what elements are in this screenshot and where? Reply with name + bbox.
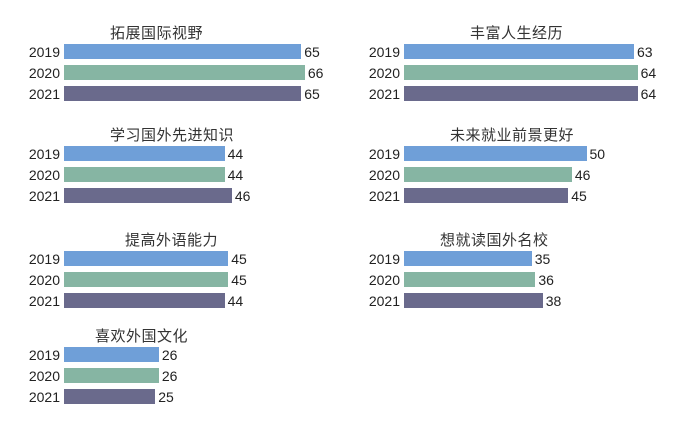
bar-2020 — [64, 65, 305, 80]
bar-2019 — [404, 146, 587, 161]
bar-2021 — [404, 293, 543, 308]
value-label: 46 — [574, 167, 591, 183]
value-label: 65 — [304, 86, 320, 102]
bar-2020 — [64, 167, 225, 182]
bar-2019 — [404, 44, 634, 59]
panel-title: 拓展国际视野 — [110, 24, 204, 42]
year-label: 2019 — [28, 347, 60, 363]
bar-2020 — [404, 272, 536, 287]
year-label: 2021 — [368, 188, 400, 204]
value-label: 45 — [571, 188, 587, 204]
year-label: 2020 — [368, 167, 400, 183]
value-label: 66 — [307, 65, 324, 81]
year-label: 2021 — [28, 389, 60, 405]
bar-2021 — [404, 86, 638, 101]
bar-2021 — [64, 86, 302, 101]
year-label: 2021 — [28, 86, 60, 102]
value-label: 35 — [534, 251, 551, 267]
year-label: 2020 — [368, 65, 400, 81]
value-label: 25 — [158, 389, 174, 405]
value-label: 46 — [234, 188, 251, 204]
value-label: 26 — [161, 347, 178, 363]
bar-2019 — [64, 44, 302, 59]
year-label: 2019 — [28, 251, 60, 267]
value-label: 44 — [227, 167, 244, 183]
value-label: 63 — [636, 44, 653, 60]
panel-title: 未来就业前景更好 — [450, 126, 575, 144]
bar-2021 — [64, 188, 232, 203]
year-label: 2019 — [28, 146, 60, 162]
bar-2020 — [404, 167, 572, 182]
bar-2021 — [64, 389, 156, 404]
value-label: 50 — [589, 146, 606, 162]
bar-2020 — [64, 368, 159, 383]
year-label: 2021 — [368, 293, 400, 309]
bar-2020 — [404, 65, 638, 80]
bar-2019 — [64, 251, 229, 266]
panel-title: 丰富人生经历 — [470, 24, 564, 42]
value-label: 44 — [227, 293, 244, 309]
bar-2019 — [64, 146, 225, 161]
value-label: 64 — [640, 65, 657, 81]
bar-2020 — [64, 272, 229, 287]
bar-2019 — [64, 347, 159, 362]
year-label: 2020 — [368, 272, 400, 288]
year-label: 2019 — [368, 146, 400, 162]
year-label: 2020 — [28, 272, 60, 288]
value-label: 45 — [231, 251, 247, 267]
bar-2019 — [404, 251, 532, 266]
value-label: 44 — [227, 146, 244, 162]
panel-title: 提高外语能力 — [125, 231, 219, 249]
year-label: 2020 — [28, 65, 60, 81]
panel-title: 喜欢外国文化 — [95, 327, 189, 345]
year-label: 2021 — [28, 188, 60, 204]
value-label: 36 — [538, 272, 554, 288]
value-label: 64 — [640, 86, 657, 102]
year-label: 2020 — [28, 368, 60, 384]
bar-2021 — [64, 293, 225, 308]
bar-2021 — [404, 188, 569, 203]
value-label: 26 — [161, 368, 178, 384]
year-label: 2020 — [28, 167, 60, 183]
year-label: 2021 — [368, 86, 400, 102]
value-label: 38 — [545, 293, 562, 309]
year-label: 2019 — [368, 251, 400, 267]
panel-title: 学习国外先进知识 — [110, 126, 235, 144]
panel-title: 想就读国外名校 — [440, 231, 549, 249]
year-label: 2019 — [368, 44, 400, 60]
year-label: 2019 — [28, 44, 60, 60]
value-label: 45 — [231, 272, 247, 288]
year-label: 2021 — [28, 293, 60, 309]
value-label: 65 — [304, 44, 320, 60]
